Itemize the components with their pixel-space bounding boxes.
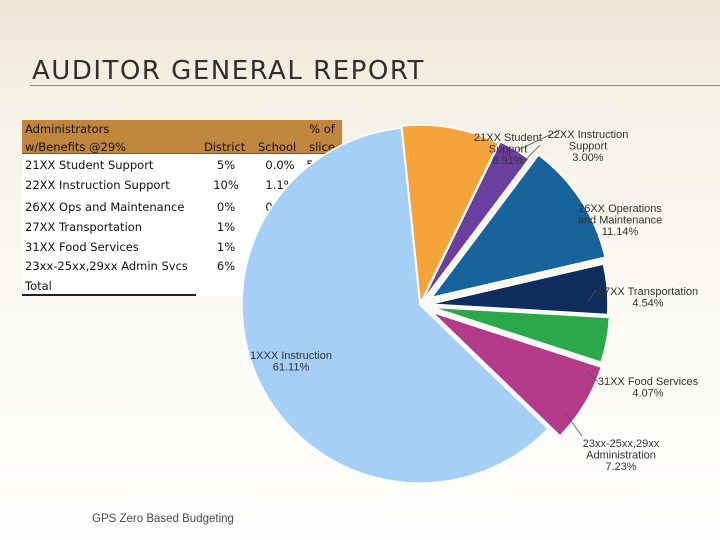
table-total-label: Total — [25, 279, 52, 293]
slice-label: 22XX Instruction Support 3.00% — [548, 129, 629, 164]
slice-leader-line — [587, 371, 599, 383]
table-row-district: 10% — [213, 178, 239, 192]
slice-leader-line — [565, 413, 583, 437]
table-header-school: School — [258, 140, 297, 154]
slice-leader-line — [587, 289, 597, 303]
table-row-label: 21XX Student Support — [25, 158, 154, 172]
slice-label: 27XX Transportation 4.54% — [598, 286, 698, 310]
slice-leader-line — [585, 233, 599, 241]
pie-slice — [241, 127, 550, 484]
table-header-divider — [22, 153, 342, 154]
table-header-pct: % of — [309, 122, 335, 136]
table-header-label-line: Administrators — [25, 122, 110, 136]
slice-label: 31XX Food Services 4.07% — [598, 376, 699, 400]
page-title: AUDITOR GENERAL REPORT — [32, 56, 425, 86]
table-header-district: District — [204, 140, 246, 154]
table-row-label: 31XX Food Services — [25, 240, 139, 254]
pie-slice — [431, 306, 611, 364]
table-header-band — [22, 120, 342, 153]
pie-slice — [400, 124, 500, 306]
table-header-pct: slice — [309, 140, 335, 154]
pie-slice — [431, 311, 603, 437]
table-row-label: 26XX Ops and Maintenance — [25, 200, 185, 214]
table-row-district: 6% — [216, 259, 236, 273]
pie-slice — [429, 263, 609, 316]
table-row-label: 22XX Instruction Support — [25, 178, 170, 192]
footer-note: GPS Zero Based Budgeting — [92, 513, 234, 525]
slice-leader-line — [509, 144, 541, 177]
table-row-district: 0% — [216, 200, 236, 214]
pie-slice — [421, 140, 530, 303]
slice-label: 21XX Student Support 8.91% — [474, 132, 542, 167]
table-row-school: 0.0% — [265, 158, 295, 172]
table-row-district: 5% — [216, 158, 236, 172]
table-row-label: 27XX Transportation — [25, 220, 143, 234]
table-row-district: 1% — [216, 220, 236, 234]
table-header-label-line: w/Benefits @29% — [25, 140, 127, 154]
slice-label: 26XX Operations and Maintenance 11.14% — [578, 203, 663, 238]
pie-slice — [429, 153, 607, 299]
table-row-label: 23xx-25xx,29xx Admin Svcs — [25, 259, 188, 273]
slice-label: 1XXX Instruction 61.11% — [250, 350, 332, 374]
slice-leader-line — [517, 129, 561, 151]
table-total-divider — [22, 294, 196, 296]
title-divider — [30, 85, 720, 86]
slice-label: 23xx-25xx,29xx Administration 7.23% — [583, 438, 660, 473]
table-row-district: 1% — [216, 240, 236, 254]
